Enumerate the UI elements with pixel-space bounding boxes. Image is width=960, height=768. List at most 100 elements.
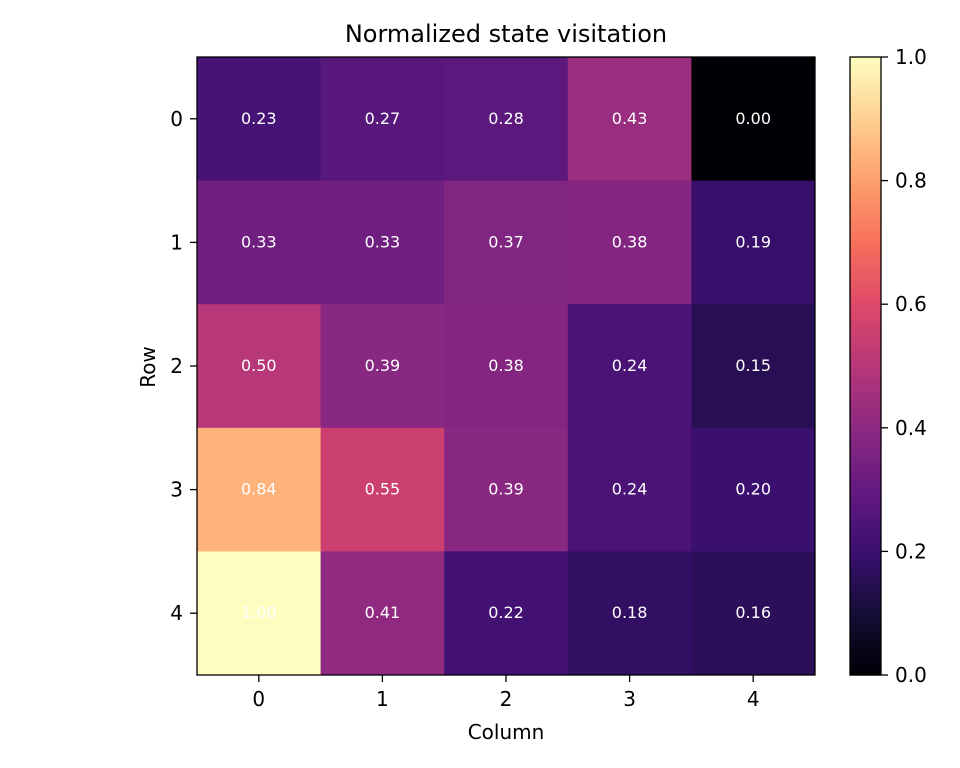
x-tick-label-1: 1: [376, 687, 389, 711]
colorbar-segment-136: [850, 251, 881, 256]
heatmap-cell-r4-c1: [320, 551, 445, 676]
colorbar-segment-77: [850, 433, 881, 438]
colorbar-segment-29: [850, 582, 881, 586]
colorbar-segment-35: [850, 563, 881, 568]
colorbar-segment-145: [850, 223, 881, 228]
colorbar-segment-181: [850, 112, 881, 117]
colorbar-segment-82: [850, 418, 881, 423]
colorbar-segment-183: [850, 106, 881, 111]
colorbar-segment-108: [850, 338, 881, 342]
colorbar-segment-140: [850, 239, 881, 243]
colorbar-segment-23: [850, 600, 881, 605]
colorbar-segment-5: [850, 656, 881, 661]
colorbar-segment-13: [850, 631, 881, 636]
heatmap-cell-r2-c2: [444, 304, 569, 429]
cell-value-label-r2-c0: 0.50: [241, 356, 277, 375]
colorbar-segment-0: [850, 671, 881, 676]
x-tick-label-2: 2: [500, 687, 513, 711]
colorbar-segment-8: [850, 647, 881, 651]
colorbar-tick-label-5: 1.0: [895, 45, 927, 69]
colorbar-frame: [849, 56, 882, 676]
colorbar-segment-175: [850, 131, 881, 135]
heatmap-cell-r3-c0: [197, 427, 322, 552]
colorbar-segment-21: [850, 607, 881, 611]
colorbar-segment-176: [850, 128, 881, 132]
cell-value-label-r0-c4: 0.00: [735, 109, 771, 128]
heatmap-cell-r3-c1: [320, 427, 445, 552]
chart-title: Normalized state visitation: [345, 20, 667, 48]
colorbar-segment-114: [850, 319, 881, 324]
colorbar-segment-4: [850, 659, 881, 664]
colorbar-segment-83: [850, 415, 881, 420]
colorbar-segment-80: [850, 424, 881, 429]
heatmap-cell-r2-c1: [320, 304, 445, 429]
colorbar-segment-197: [850, 63, 881, 67]
colorbar-segment-42: [850, 542, 881, 546]
colorbar-segment-24: [850, 597, 881, 602]
colorbar-segment-65: [850, 471, 881, 475]
colorbar-segment-185: [850, 100, 881, 104]
heatmap-cell-r1-c4: [691, 180, 816, 305]
colorbar-segment-17: [850, 619, 881, 624]
colorbar-segment-64: [850, 474, 881, 478]
colorbar-segment-192: [850, 78, 881, 83]
colorbar-tick-label-0: 0.0: [895, 663, 927, 687]
colorbar-segment-162: [850, 171, 881, 176]
colorbar-segment-15: [850, 625, 881, 630]
cell-value-label-r4-c2: 0.22: [488, 603, 524, 622]
colorbar-segment-170: [850, 146, 881, 151]
x-tick-label-0: 0: [252, 687, 265, 711]
colorbar-segment-117: [850, 310, 881, 315]
colorbar-segment-146: [850, 220, 881, 225]
colorbar-segment-120: [850, 301, 881, 305]
colorbar-segment-123: [850, 291, 881, 296]
colorbar-segment-20: [850, 610, 881, 614]
colorbar-segment-51: [850, 514, 881, 519]
colorbar-segment-164: [850, 165, 881, 169]
colorbar-segment-159: [850, 180, 881, 185]
colorbar-segment-52: [850, 511, 881, 515]
colorbar-segment-76: [850, 437, 881, 441]
colorbar-segment-111: [850, 328, 881, 333]
colorbar-segment-121: [850, 298, 881, 302]
colorbar-segment-67: [850, 464, 881, 469]
colorbar-segment-137: [850, 248, 881, 253]
colorbar-segment-10: [850, 641, 881, 645]
colorbar-segment-155: [850, 192, 881, 197]
colorbar-segment-153: [850, 199, 881, 203]
colorbar-segment-19: [850, 613, 881, 617]
heatmap-cell-r0-c4: [691, 57, 816, 182]
colorbar-segment-126: [850, 282, 881, 287]
heatmap-cell-r0-c2: [444, 57, 569, 182]
colorbar-segment-179: [850, 118, 881, 123]
colorbar-segment-28: [850, 585, 881, 590]
colorbar-segment-141: [850, 236, 881, 240]
heatmap-cell-r1-c1: [320, 180, 445, 305]
colorbar-segment-75: [850, 440, 881, 444]
colorbar-segment-63: [850, 477, 881, 481]
colorbar-segment-50: [850, 517, 881, 522]
y-tick-label-4: 4: [170, 601, 183, 625]
colorbar-segment-22: [850, 603, 881, 608]
colorbar-segment-7: [850, 650, 881, 654]
colorbar-segment-127: [850, 279, 881, 284]
colorbar-segment-104: [850, 350, 881, 355]
x-tick-label-3: 3: [623, 687, 636, 711]
colorbar-segment-70: [850, 455, 881, 460]
colorbar-segment-54: [850, 505, 881, 509]
colorbar-segment-95: [850, 378, 881, 383]
cell-value-label-r4-c1: 0.41: [365, 603, 401, 622]
colorbar-segment-31: [850, 576, 881, 580]
colorbar-segment-119: [850, 304, 881, 308]
colorbar-segment-128: [850, 276, 881, 281]
colorbar-segment-48: [850, 523, 881, 528]
colorbar-segment-142: [850, 233, 881, 237]
colorbar-segment-138: [850, 245, 881, 250]
colorbar-segment-25: [850, 594, 881, 599]
colorbar-segment-58: [850, 492, 881, 497]
colorbar-segment-66: [850, 467, 881, 472]
cell-value-label-r0-c0: 0.23: [241, 109, 277, 128]
colorbar-segment-74: [850, 443, 881, 447]
cell-value-label-r1-c4: 0.19: [735, 232, 771, 251]
